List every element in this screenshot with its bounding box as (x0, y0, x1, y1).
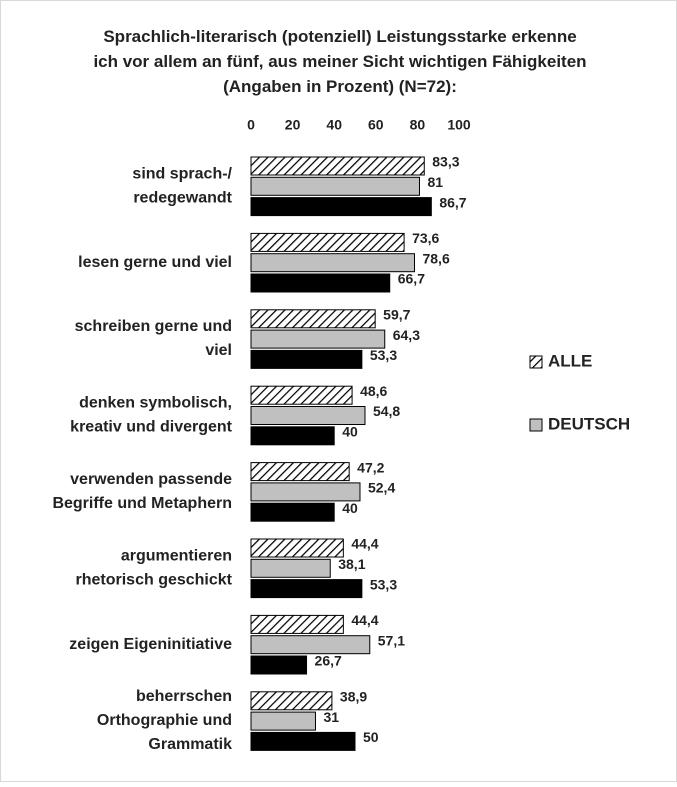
x-tick-label: 40 (326, 117, 342, 133)
bar (250, 329, 386, 349)
value-label: 47,2 (357, 459, 384, 475)
bar (250, 614, 344, 634)
bar (250, 579, 363, 599)
bar (250, 482, 361, 502)
x-tick-label: 100 (447, 117, 471, 133)
value-label: 83,3 (432, 154, 459, 170)
bar (250, 156, 425, 176)
value-label: 44,4 (351, 612, 378, 628)
category-label: sind sprach-/redegewandt (132, 166, 232, 207)
legend-swatch (529, 355, 543, 369)
value-label: 26,7 (315, 653, 342, 669)
value-label: 38,1 (338, 556, 365, 572)
value-label: 73,6 (412, 230, 439, 246)
value-label: 57,1 (378, 632, 405, 648)
value-label: 66,7 (398, 271, 425, 287)
category-label: beherrschen Orthographie und Grammatik (97, 688, 232, 753)
value-label: 86,7 (439, 194, 466, 210)
legend-swatch (529, 418, 543, 432)
bar (250, 385, 353, 405)
category-label: denken symbolisch, kreativ und divergent (70, 395, 232, 436)
value-label: 40 (342, 424, 358, 440)
legend-label: ALLE (548, 351, 592, 370)
value-label: 52,4 (368, 480, 395, 496)
x-tick-label: 60 (368, 117, 384, 133)
bar (250, 558, 331, 578)
bar (250, 502, 335, 522)
value-label: 53,3 (370, 347, 397, 363)
category-label: schreiben gerne und viel (75, 318, 232, 359)
value-label: 50 (363, 729, 379, 745)
x-tick-label: 80 (410, 117, 426, 133)
value-label: 81 (427, 174, 443, 190)
bar (250, 711, 316, 731)
bar (250, 731, 356, 751)
value-label: 64,3 (393, 327, 420, 343)
value-label: 31 (323, 709, 339, 725)
bar (250, 691, 333, 711)
chart-title: Sprachlich-literarisch (potenziell) Leis… (93, 27, 586, 96)
bar (250, 406, 366, 425)
value-label: 53,3 (370, 576, 397, 592)
category-label: argumentieren rhetorisch geschickt (76, 548, 233, 589)
category-label: lesen gerne und viel (78, 254, 232, 271)
bar (250, 635, 371, 655)
legend-label: DEUTSCH (548, 414, 630, 433)
value-label: 48,6 (360, 383, 387, 399)
bar (250, 349, 363, 369)
bar (250, 426, 335, 446)
bar (250, 309, 376, 329)
bar (250, 462, 350, 482)
x-tick-label: 20 (285, 117, 301, 133)
bar (250, 273, 391, 293)
bar (250, 538, 344, 558)
value-label: 40 (342, 500, 358, 516)
bar (250, 197, 432, 217)
category-label: verwenden passende Begriffe und Metaphern (52, 471, 232, 512)
bar (250, 253, 415, 273)
x-tick-label: 0 (247, 117, 255, 133)
category-label: zeigen Eigeninitiative (69, 636, 232, 653)
value-label: 38,9 (340, 689, 367, 705)
value-label: 54,8 (373, 403, 400, 419)
value-label: 59,7 (383, 307, 410, 323)
value-label: 44,4 (351, 536, 378, 552)
bar (250, 232, 405, 252)
bar (250, 655, 308, 675)
bar (250, 176, 420, 196)
value-label: 78,6 (422, 250, 449, 266)
